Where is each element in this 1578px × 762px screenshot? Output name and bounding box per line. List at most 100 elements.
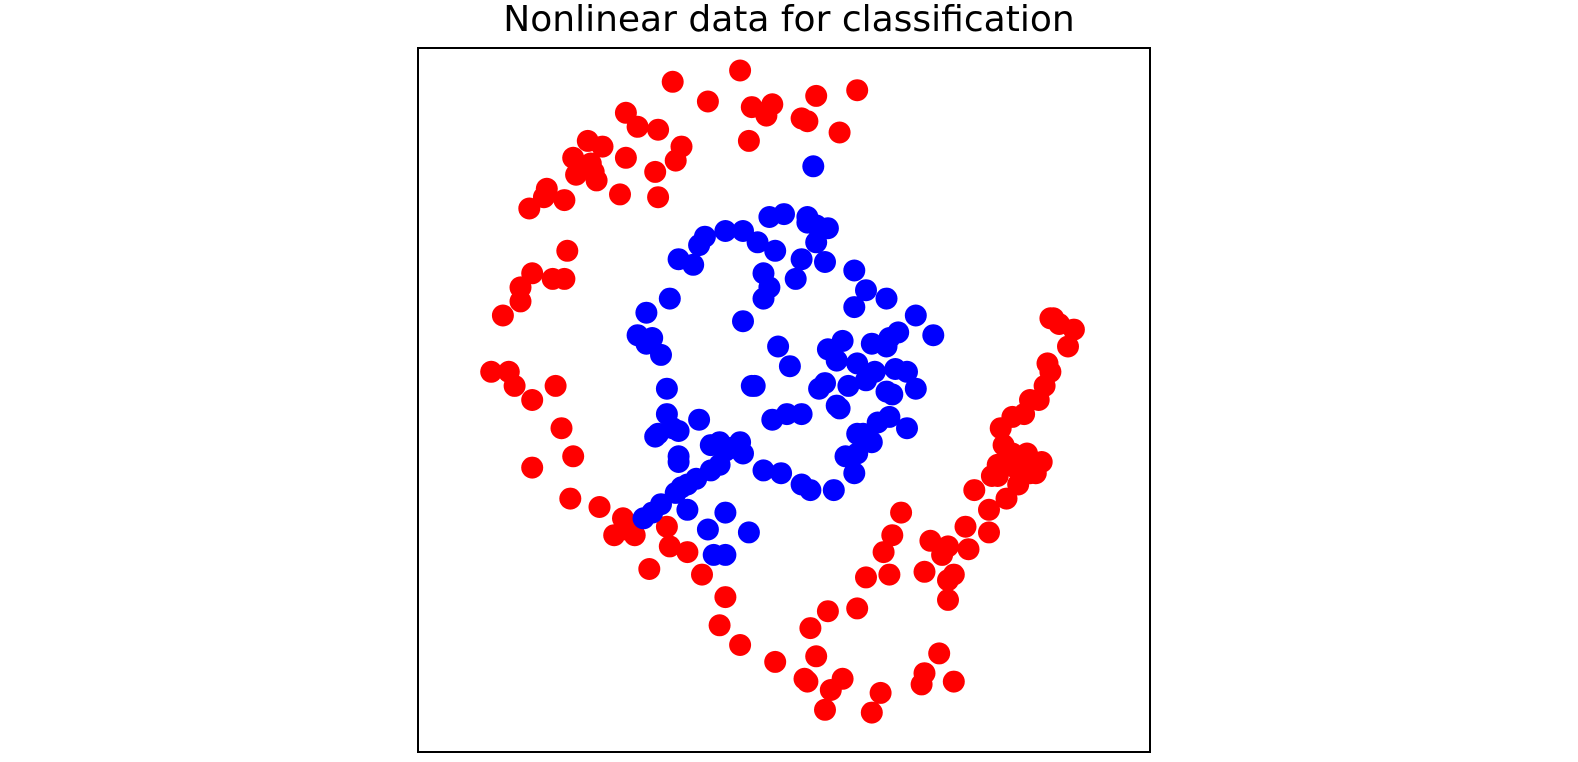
red-data-point [521,456,544,479]
blue-data-point [767,335,790,358]
blue-data-point [758,276,781,299]
red-data-point [846,79,869,102]
blue-data-point [708,453,731,476]
blue-data-point [696,518,719,541]
red-data-point [603,524,626,547]
blue-data-point [699,434,722,457]
red-data-point [1062,318,1085,341]
red-data-point [816,600,839,623]
blue-data-point [752,459,775,482]
blue-data-point [688,234,711,257]
chart-title: Nonlinear data for classification [503,0,1075,40]
blue-data-point [843,462,866,485]
red-data-point [928,642,951,665]
blue-data-point [658,287,681,310]
red-data-point [708,614,731,637]
red-data-point [740,96,763,119]
blue-data-point [764,239,787,262]
blue-data-point [904,304,927,327]
red-data-point [796,670,819,693]
blue-data-point [837,374,860,397]
red-data-point [878,563,901,586]
blue-data-point [846,352,869,375]
red-data-point [831,667,854,690]
blue-data-point [732,442,754,465]
red-data-point [614,101,637,124]
red-data-point [805,645,828,668]
red-data-point [579,152,602,175]
blue-data-point [799,479,822,502]
blue-data-point [863,360,886,383]
red-data-point [553,189,576,212]
red-data-point [796,110,819,133]
red-data-point [1030,451,1053,473]
red-data-point [764,650,787,673]
red-data-point [1019,389,1041,411]
red-data-point [937,569,959,592]
red-data-point [937,588,959,611]
blue-data-point [805,214,828,237]
points-layer [480,59,1085,724]
red-data-point [509,290,532,313]
red-data-point [503,374,526,397]
red-data-point [691,563,713,586]
red-data-point [576,129,599,152]
red-data-point [670,135,693,158]
blue-data-point [676,498,699,521]
blue-data-point [896,417,918,440]
blue-data-point [650,343,672,366]
red-data-point [978,521,1000,544]
red-data-point [828,121,851,144]
red-data-point [532,186,555,209]
red-data-point [989,417,1012,440]
red-data-point [890,501,913,524]
blue-data-point [784,267,807,290]
red-data-point [957,538,980,561]
red-data-point [729,59,752,82]
red-data-point [872,541,895,564]
blue-data-point [667,451,690,473]
red-data-point [556,239,579,262]
blue-data-point [714,501,737,524]
blue-data-point [732,310,754,333]
red-data-point [676,541,699,564]
red-data-point [978,498,1000,521]
red-data-point [521,389,544,411]
blue-data-point [737,521,760,544]
red-data-point [860,701,883,724]
blue-data-point [632,507,655,530]
red-data-point [647,118,670,141]
red-data-point [954,515,977,538]
red-data-point [986,465,1009,487]
red-data-point [562,146,585,169]
blue-data-point [667,248,690,271]
blue-data-point [778,355,801,378]
red-data-point [559,487,582,510]
red-data-point [714,586,737,609]
red-data-point [1042,307,1065,330]
red-data-point [995,487,1018,510]
blue-data-point [770,462,793,485]
blue-data-point [714,543,737,566]
red-data-point [623,524,646,547]
red-data-point [655,515,678,538]
blue-data-point [655,377,678,400]
blue-data-point [635,301,658,324]
red-data-point [491,304,514,327]
blue-data-point [896,360,918,383]
blue-data-point [802,155,825,178]
blue-data-point [740,374,763,397]
blue-data-point [875,287,898,310]
red-data-point [588,496,611,518]
red-data-point [942,670,965,693]
red-data-point [550,417,573,440]
red-data-point [869,681,892,704]
blue-data-point [843,296,866,319]
red-data-point [855,566,877,589]
blue-data-point [790,248,813,271]
outer-ring-points [480,59,1085,724]
red-data-point [814,698,836,721]
blue-data-point [855,279,877,302]
red-data-point [644,160,667,183]
